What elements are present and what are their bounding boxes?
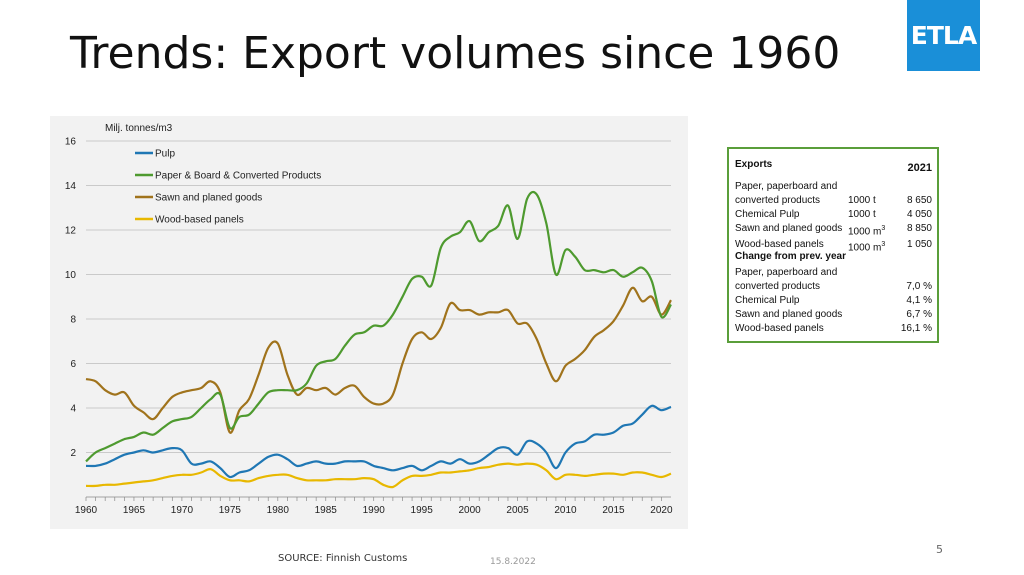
change-row: Sawn and planed goods 6,7 % <box>735 308 932 322</box>
source-note: SOURCE: Finnish Customs <box>278 553 408 564</box>
legend-label: Pulp <box>155 149 175 160</box>
slide-title: Trends: Export volumes since 1960 <box>70 28 841 79</box>
change-header-row: Change from prev. year <box>735 250 932 264</box>
x-tick-label: 1995 <box>411 505 434 516</box>
x-tick-label: 1970 <box>171 505 194 516</box>
x-tick-label: 1990 <box>363 505 386 516</box>
row-value: 4 050 <box>906 209 932 220</box>
export-volume-chart: 2 4 6 8 10 12 14 16 1960 1965 1970 1975 1980 1985 1990… <box>50 116 688 529</box>
change-value: 6,7 % <box>906 309 932 320</box>
change-label: converted products <box>735 281 821 292</box>
table-header-row: Exports 2021 <box>735 158 932 174</box>
chart-svg: 2 4 6 8 10 12 14 16 1960 1965 1970 1975 1980 1985 1990… <box>65 123 673 516</box>
row-label: converted products <box>735 195 821 206</box>
page-number: 5 <box>936 543 943 556</box>
change-row: Paper, paperboard and <box>735 266 932 280</box>
series-line-0 <box>85 404 672 479</box>
series-line-3 <box>85 462 672 489</box>
date-note: 15.8.2022 <box>490 557 536 567</box>
row-unit: 1000 m3 <box>848 241 886 254</box>
y-tick-label: 2 <box>70 448 76 459</box>
row-label: Wood-based panels <box>735 239 824 250</box>
table-row: converted products 1000 t 8 650 <box>735 194 932 208</box>
y-tick-label: 10 <box>65 270 77 281</box>
legend-label: Wood-based panels <box>155 215 244 226</box>
change-row: Wood-based panels 16,1 % <box>735 322 932 336</box>
table-row: Chemical Pulp 1000 t 4 050 <box>735 208 932 222</box>
y-tick-label: 4 <box>70 404 76 415</box>
table-row: Sawn and planed goods 1000 m3 8 850 <box>735 222 932 238</box>
change-row: Chemical Pulp 4,1 % <box>735 294 932 308</box>
x-tick-label: 1975 <box>219 505 242 516</box>
legend-label: Sawn and planed goods <box>155 193 262 204</box>
x-tick-label: 1960 <box>75 505 98 516</box>
y-tick-label: 12 <box>65 226 77 237</box>
row-unit: 1000 t <box>848 195 876 206</box>
row-value: 8 650 <box>906 195 932 206</box>
change-label: Sawn and planed goods <box>735 309 843 320</box>
y-axis-label: Milj. tonnes/m3 <box>105 123 173 134</box>
y-tick-label: 14 <box>65 181 77 192</box>
x-tick-label: 1965 <box>123 505 146 516</box>
row-unit: 1000 m3 <box>848 225 886 238</box>
row-label: Sawn and planed goods <box>735 223 843 234</box>
change-value: 4,1 % <box>906 295 932 306</box>
unit-superscript: 3 <box>881 225 886 232</box>
etla-logo: ETLA <box>907 0 980 71</box>
x-tick-label: 2000 <box>458 505 481 516</box>
table-row: Wood-based panels 1000 m3 1 050 <box>735 238 932 254</box>
row-unit: 1000 t <box>848 209 876 220</box>
series-line-1 <box>85 190 672 463</box>
x-tick-label: 2010 <box>554 505 577 516</box>
x-tick-label: 1980 <box>267 505 290 516</box>
table-header-year: 2021 <box>907 162 932 174</box>
change-row: converted products 7,0 % <box>735 280 932 294</box>
change-label: Paper, paperboard and <box>735 267 838 278</box>
row-value: 1 050 <box>906 239 932 250</box>
x-tick-label: 2015 <box>602 505 625 516</box>
row-value: 8 850 <box>906 223 932 234</box>
x-tick-label: 1985 <box>315 505 338 516</box>
legend-label: Paper & Board & Converted Products <box>155 171 321 182</box>
y-tick-label: 8 <box>70 315 76 326</box>
table-header-label: Exports <box>735 159 773 170</box>
series-line-2 <box>85 286 672 434</box>
change-label: Wood-based panels <box>735 323 824 334</box>
x-tick-label: 2005 <box>506 505 529 516</box>
change-label: Chemical Pulp <box>735 295 800 306</box>
x-tick-label: 2020 <box>650 505 673 516</box>
row-label: Chemical Pulp <box>735 209 800 220</box>
change-value: 16,1 % <box>900 323 932 334</box>
change-value: 7,0 % <box>906 281 932 292</box>
y-tick-label: 16 <box>65 137 77 148</box>
unit-superscript: 3 <box>881 241 886 248</box>
y-tick-label: 6 <box>70 359 76 370</box>
exports-table: Exports 2021 Paper, paperboard and conver… <box>727 147 939 343</box>
row-label: Paper, paperboard and <box>735 181 838 192</box>
table-row: Paper, paperboard and <box>735 180 932 194</box>
change-header-label: Change from prev. year <box>735 251 846 262</box>
